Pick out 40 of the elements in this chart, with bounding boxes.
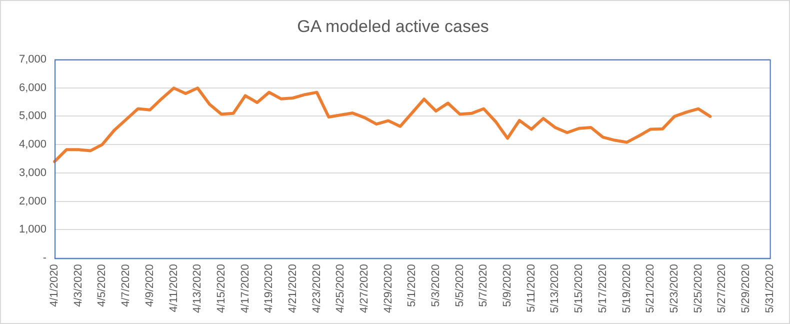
- y-tick-label: 5,000: [18, 110, 47, 122]
- x-tick-label: 4/11/2020: [168, 264, 180, 312]
- x-tick-label: 5/13/2020: [549, 264, 562, 313]
- chart-title: GA modeled active cases: [297, 16, 489, 36]
- y-tick-label: 4,000: [18, 138, 47, 151]
- x-tick-label: 5/1/2020: [406, 264, 418, 307]
- y-tick-label: 3,000: [18, 166, 47, 179]
- x-tick-label: 5/3/2020: [430, 264, 442, 307]
- y-tick-label: 6,000: [18, 82, 47, 94]
- x-tick-label: 5/21/2020: [644, 264, 657, 313]
- x-tick-label: 4/19/2020: [263, 264, 276, 313]
- x-tick-label: 4/3/2020: [72, 264, 84, 307]
- x-tick-label: 5/27/2020: [716, 264, 728, 313]
- x-tick-label: 4/17/2020: [239, 264, 252, 313]
- x-tick-label: 5/31/2020: [764, 264, 776, 313]
- x-tick-label: 4/7/2020: [120, 264, 132, 307]
- x-tick-label: 4/13/2020: [192, 264, 204, 313]
- x-tick-label: 5/25/2020: [692, 264, 704, 313]
- y-tick-label: 2,000: [18, 195, 47, 208]
- x-tick-label: 5/19/2020: [620, 264, 633, 313]
- x-tick-label: 4/9/2020: [144, 264, 156, 307]
- x-tick-label: 4/29/2020: [382, 264, 394, 313]
- x-tick-label: 5/17/2020: [596, 264, 609, 313]
- y-tick-label: 7,000: [18, 53, 47, 66]
- x-tick-label: 4/5/2020: [96, 264, 108, 307]
- x-tick-label: 5/29/2020: [740, 264, 752, 313]
- x-tick-label: 5/11/2020: [525, 264, 538, 312]
- x-tick-label: 4/1/2020: [48, 264, 61, 307]
- y-tick-label: 1,000: [18, 224, 47, 236]
- x-tick-label: 5/5/2020: [454, 264, 466, 307]
- x-tick-label: 4/27/2020: [358, 264, 371, 313]
- x-tick-label: 5/7/2020: [478, 264, 490, 307]
- x-tick-label: 5/9/2020: [502, 264, 514, 307]
- x-tick-label: 4/21/2020: [286, 264, 299, 313]
- x-tick-label: 4/15/2020: [215, 264, 228, 313]
- x-tick-label: 4/23/2020: [310, 264, 323, 313]
- x-tick-label: 4/25/2020: [334, 264, 347, 313]
- x-tick-label: 5/23/2020: [668, 264, 680, 313]
- x-tick-label: 5/15/2020: [573, 264, 586, 313]
- y-tick-label: -: [42, 252, 47, 264]
